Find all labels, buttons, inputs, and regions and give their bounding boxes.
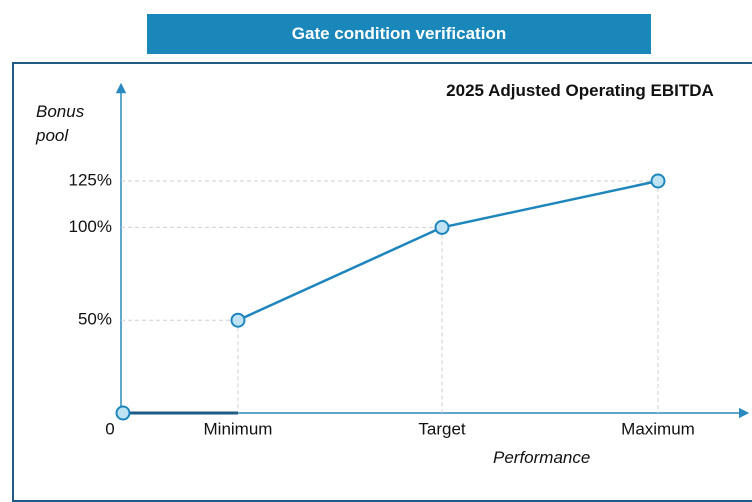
y-tick-label: 100%: [69, 217, 112, 236]
line: [237, 179, 659, 322]
x-tick-label: Minimum: [204, 419, 273, 438]
y-tick-label: 125%: [69, 170, 112, 189]
chart: 50% 100% 125% 0 Minimum Target Maximum: [69, 82, 750, 438]
point: [650, 173, 666, 189]
page: {"header": {"title": "Gate condition ver…: [12, 14, 752, 502]
y-tick-label: 50%: [78, 310, 112, 329]
x-tick-label: Target: [418, 419, 466, 438]
x-axis-label: Performance: [493, 448, 591, 467]
x-tick-label: Maximum: [621, 419, 695, 438]
y-axis-label: Bonus pool: [36, 102, 85, 145]
point: [434, 219, 450, 235]
header-bar: Gate condition verification: [147, 14, 651, 54]
x-tick-label: 0: [105, 419, 114, 438]
chart-title: 2025 Adjusted Operating EBITDA: [446, 81, 714, 100]
point: [115, 405, 131, 421]
point: [230, 312, 246, 328]
